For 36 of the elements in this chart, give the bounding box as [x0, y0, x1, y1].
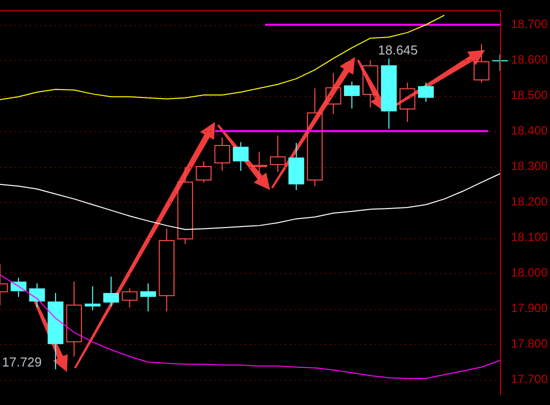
candlestick: [400, 82, 416, 122]
candlestick: [381, 58, 397, 130]
candlestick: [270, 134, 286, 172]
candlestick: [232, 142, 249, 172]
candlestick: [288, 142, 304, 191]
y-tick-label: 17.700: [511, 372, 548, 386]
candlestick: [492, 54, 508, 72]
candlestick: [214, 136, 230, 172]
candlestick: [325, 72, 342, 115]
y-tick-label: 18.400: [511, 124, 548, 138]
annotation: 17.729: [2, 354, 42, 370]
annotation: 18.645: [378, 42, 418, 58]
candlestick: [29, 282, 45, 308]
y-tick-label: 18.700: [511, 17, 548, 32]
candlestick: [140, 282, 156, 312]
candlestick: [158, 228, 175, 312]
y-tick-label: 18.300: [511, 158, 548, 173]
candlestick: [66, 281, 82, 357]
candlestick: [474, 44, 490, 84]
candlestick: [362, 60, 378, 108]
y-tick-label: 17.900: [511, 300, 548, 315]
y-tick-label: 18.100: [511, 230, 548, 244]
y-tick-label: 18.200: [511, 194, 548, 208]
candlestick: [344, 81, 360, 109]
y-tick-label: 18.600: [511, 52, 548, 67]
y-tick-label: 18.000: [511, 265, 548, 280]
y-tick-label: 18.500: [511, 88, 548, 102]
candlestick: [103, 276, 119, 307]
candlestick: [251, 151, 268, 180]
candlestick: [418, 82, 434, 102]
y-tick-label: 17.800: [511, 336, 548, 350]
candlestick: [177, 166, 194, 245]
candlestick: [48, 292, 64, 370]
candlestick: [306, 88, 323, 187]
candlestick: [84, 286, 100, 311]
candlestick: [122, 288, 138, 308]
